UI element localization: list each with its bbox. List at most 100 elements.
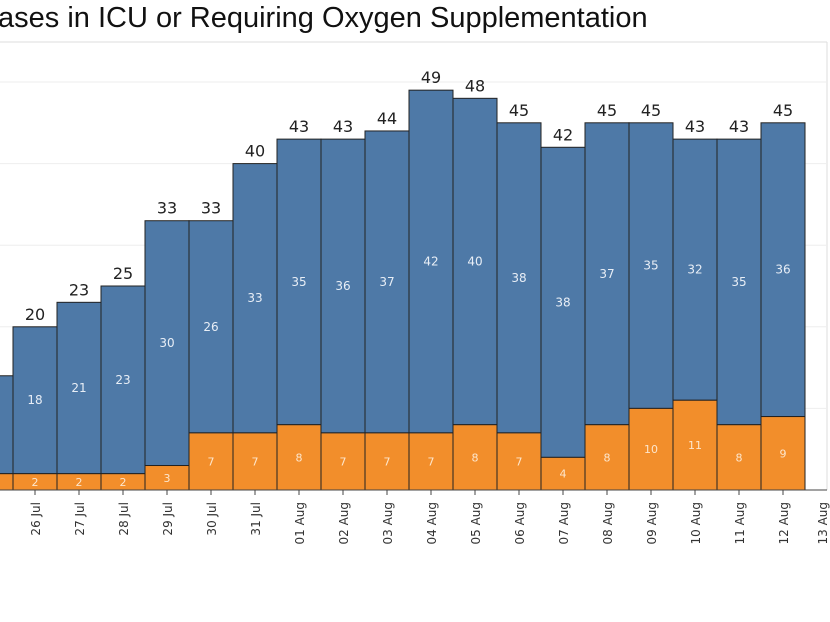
bar-segment-orange [452, 424, 498, 491]
data-label-orange: 4 [560, 468, 567, 481]
x-tick-label: 07 Aug [557, 502, 571, 545]
data-label-orange: 11 [688, 439, 702, 452]
x-tick-label: 11 Aug [733, 502, 747, 545]
x-tick-label: 27 Jul [73, 502, 87, 536]
x-tick-label: 30 Jul [205, 502, 219, 536]
bar-segment-blue [144, 220, 190, 467]
data-label-blue: 30 [159, 336, 174, 350]
data-label-total: 43 [729, 117, 749, 136]
bar-segment-blue [628, 122, 674, 409]
bar-segment-orange [496, 432, 542, 491]
data-label-blue: 37 [599, 267, 614, 281]
bar-segment-orange [760, 416, 806, 491]
x-tick-label: 12 Aug [777, 502, 791, 545]
data-label-blue: 38 [511, 271, 526, 285]
data-label-orange: 7 [428, 455, 435, 468]
data-label-blue: 18 [27, 393, 42, 407]
data-label-total: 25 [113, 264, 133, 283]
bar-segment-orange [188, 432, 234, 491]
data-label-blue: 21 [71, 381, 86, 395]
data-label-total: 49 [421, 68, 441, 87]
bar-segment-blue [320, 138, 366, 434]
bar-segment-orange [584, 424, 630, 491]
data-label-total: 45 [597, 101, 617, 120]
x-tick-label: 05 Aug [469, 502, 483, 545]
data-label-blue: 23 [115, 373, 130, 387]
bar-segment-blue [716, 138, 762, 426]
data-label-total: 20 [25, 305, 45, 324]
x-tick-label: 09 Aug [645, 502, 659, 545]
data-label-total: 33 [157, 199, 177, 218]
data-label-blue: 32 [687, 263, 702, 277]
bar-segment-blue [496, 122, 542, 434]
data-label-orange: 10 [644, 443, 658, 456]
bar-segment-orange [628, 407, 674, 491]
data-label-blue: 42 [423, 255, 438, 269]
data-label-total: 45 [509, 101, 529, 120]
chart-title: ases in ICU or Requiring Oxygen Suppleme… [0, 2, 648, 34]
data-label-total: 45 [773, 101, 793, 120]
data-label-orange: 2 [120, 476, 127, 489]
data-label-blue: 36 [775, 263, 790, 277]
data-label-blue: 38 [555, 295, 570, 309]
data-label-orange: 8 [736, 451, 743, 464]
data-label-orange: 9 [780, 447, 787, 460]
data-label-orange: 8 [604, 451, 611, 464]
x-tick-label: 01 Aug [293, 502, 307, 545]
data-label-orange: 8 [472, 451, 479, 464]
bar-segment-blue [584, 122, 630, 426]
data-label-blue: 35 [643, 259, 658, 273]
data-label-blue: 37 [379, 275, 394, 289]
bar-segment-blue [232, 163, 278, 434]
data-label-blue: 35 [731, 275, 746, 289]
bar-segment-orange [672, 399, 718, 491]
bar-segment-orange [320, 432, 366, 491]
data-label-blue: 40 [467, 255, 482, 269]
data-label-orange: 7 [384, 455, 391, 468]
data-label-total: 40 [245, 142, 265, 161]
x-tick-label: 03 Aug [381, 502, 395, 545]
bar-segment-orange [540, 456, 586, 491]
bar-segment-orange-partial [0, 473, 14, 491]
bar-segment-orange [408, 432, 454, 491]
x-tick-label: 28 Jul [117, 502, 131, 536]
data-label-total: 45 [641, 101, 661, 120]
data-label-blue: 36 [335, 279, 350, 293]
data-label-total: 33 [201, 199, 221, 218]
x-tick-label: 10 Aug [689, 502, 703, 545]
bar-segment-blue [188, 220, 234, 434]
data-label-orange: 2 [32, 476, 39, 489]
x-tick-label: 13 Aug [816, 502, 830, 545]
x-tick-label: 02 Aug [337, 502, 351, 545]
data-label-orange: 7 [208, 455, 215, 468]
data-label-total: 42 [553, 125, 573, 144]
data-label-total: 43 [333, 117, 353, 136]
bar-segment-blue [452, 97, 498, 426]
bar-segment-blue [672, 138, 718, 401]
data-label-orange: 3 [164, 472, 171, 485]
data-label-blue: 33 [247, 291, 262, 305]
bar-segment-blue [540, 146, 586, 458]
data-label-orange: 7 [340, 455, 347, 468]
data-label-blue: 26 [203, 320, 218, 334]
bar-segment-blue-partial [0, 375, 14, 475]
data-label-blue: 35 [291, 275, 306, 289]
data-label-orange: 8 [296, 451, 303, 464]
x-tick-label: 31 Jul [249, 502, 263, 536]
data-label-total: 43 [685, 117, 705, 136]
bar-segment-blue [760, 122, 806, 418]
data-label-total: 44 [377, 109, 397, 128]
data-label-orange: 7 [252, 455, 259, 468]
x-tick-label: 26 Jul [29, 502, 43, 536]
x-tick-label: 04 Aug [425, 502, 439, 545]
bar-segment-blue [100, 285, 146, 475]
x-tick-label: 06 Aug [513, 502, 527, 545]
x-tick-label: 08 Aug [601, 502, 615, 545]
bar-segment-blue [408, 89, 454, 434]
data-label-total: 23 [69, 280, 89, 299]
data-label-total: 48 [465, 76, 485, 95]
bar-segment-orange [232, 432, 278, 491]
data-label-orange: 2 [76, 476, 83, 489]
data-label-orange: 7 [516, 455, 523, 468]
